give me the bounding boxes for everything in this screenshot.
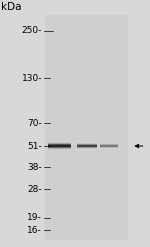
Text: 250-: 250- xyxy=(22,26,42,35)
Text: 51-: 51- xyxy=(27,142,42,150)
Text: 19-: 19- xyxy=(27,213,42,222)
Text: 38-: 38- xyxy=(27,163,42,172)
Text: 130-: 130- xyxy=(21,74,42,83)
Text: kDa: kDa xyxy=(2,1,22,12)
Text: 16-: 16- xyxy=(27,226,42,235)
Text: 28-: 28- xyxy=(27,185,42,194)
Bar xyxy=(45,15,128,240)
Text: 70-: 70- xyxy=(27,119,42,127)
